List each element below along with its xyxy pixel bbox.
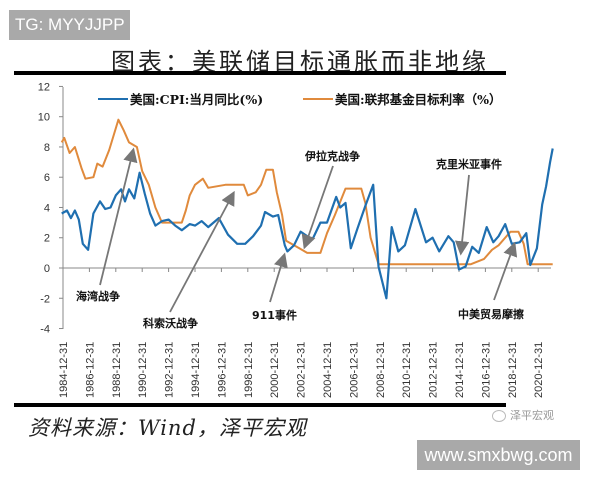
svg-text:1992-12-31: 1992-12-31 [164,342,176,398]
svg-text:911事件: 911事件 [252,308,297,322]
svg-text:2002-12-31: 2002-12-31 [296,342,308,398]
svg-text:1994-12-31: 1994-12-31 [190,342,202,398]
svg-text:-4: -4 [40,324,50,336]
annotation-911: 911事件 [252,252,297,322]
svg-text:科索沃战争: 科索沃战争 [143,316,198,330]
svg-text:2008-12-31: 2008-12-31 [375,342,387,398]
arrow-icon [301,165,334,250]
wechat-icon [492,410,506,422]
svg-text:海湾战争: 海湾战争 [76,289,120,303]
arrow-icon [99,147,138,286]
annotation-crimea: 克里米亚事件 [436,157,502,256]
svg-text:4: 4 [44,202,50,214]
brand-label: 泽平宏观 [492,407,554,423]
y-axis-ticks: 12 10 8 6 4 2 0 -2 -4 [38,81,63,336]
svg-text:1988-12-31: 1988-12-31 [111,342,123,398]
arrow-icon [493,241,518,301]
svg-text:2006-12-31: 2006-12-31 [348,342,360,398]
svg-text:12: 12 [38,81,50,93]
svg-text:-2: -2 [40,293,50,305]
annotation-iraq-war: 伊拉克战争 [301,149,360,250]
svg-text:2000-12-31: 2000-12-31 [269,342,281,398]
footer-divider [14,403,506,407]
annotation-gulf-war: 海湾战争 [76,147,138,303]
fed-rate-line [60,118,553,266]
svg-text:1996-12-31: 1996-12-31 [216,342,228,398]
svg-text:2004-12-31: 2004-12-31 [322,342,334,398]
svg-text:1990-12-31: 1990-12-31 [137,342,149,398]
svg-text:中美贸易摩擦: 中美贸易摩擦 [458,307,524,321]
svg-text:2020-12-31: 2020-12-31 [533,342,545,398]
svg-text:6: 6 [44,172,50,184]
svg-text:1986-12-31: 1986-12-31 [84,342,96,398]
svg-text:2012-12-31: 2012-12-31 [428,342,440,398]
title-divider [14,71,506,75]
svg-text:10: 10 [38,112,50,124]
svg-text:8: 8 [44,142,50,154]
watermark-top: TG: MYYJJPP [9,10,130,40]
svg-text:1984-12-31: 1984-12-31 [58,342,70,398]
svg-text:2016-12-31: 2016-12-31 [480,342,492,398]
arrow-icon [454,174,470,256]
svg-text:伊拉克战争: 伊拉克战争 [304,149,360,163]
svg-text:0: 0 [44,263,50,275]
svg-text:2018-12-31: 2018-12-31 [507,342,519,398]
cpi-line [61,148,554,300]
svg-text:2010-12-31: 2010-12-31 [401,342,413,398]
svg-text:1998-12-31: 1998-12-31 [243,342,255,398]
annotation-trade-war: 中美贸易摩擦 [458,241,524,321]
legend-label-fed: 美国:联邦基金目标利率（%） [335,92,502,107]
x-axis-ticks: 1984-12-31 1986-12-31 1988-12-31 1990-12-31… [58,268,545,398]
annotation-kosovo-war: 科索沃战争 [143,190,235,330]
source-note: 资料来源：Wind，泽平宏观 [28,416,307,440]
svg-text:克里米亚事件: 克里米亚事件 [436,157,502,171]
watermark-bottom: www.smxbwg.com [417,440,580,470]
svg-text:2: 2 [44,233,50,245]
legend: 美国:CPI:当月同比(%) 美国:联邦基金目标利率（%） [98,92,502,107]
arrow-icon [169,190,235,313]
legend-label-cpi: 美国:CPI:当月同比(%) [130,92,263,107]
svg-text:2014-12-31: 2014-12-31 [454,342,466,398]
arrow-icon [269,252,288,303]
